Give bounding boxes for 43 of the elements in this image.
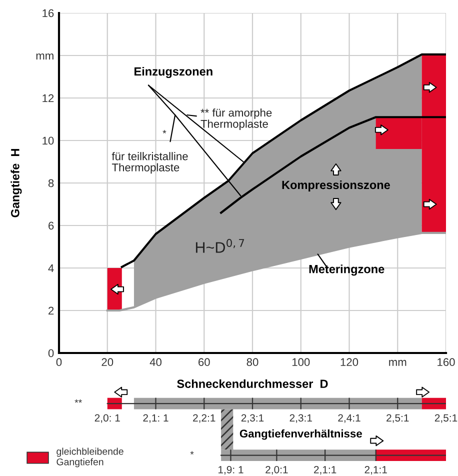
x-tick-label: 160 xyxy=(438,358,455,366)
text: 2,3:1 xyxy=(290,414,312,423)
x-axis-title: Schneckendurchmesser D xyxy=(177,379,328,388)
y-tick-label: 4 xyxy=(48,264,54,272)
text: 2,3:1 xyxy=(241,414,264,423)
text: Gangtiefenverhältnisse xyxy=(240,429,362,440)
annotation: Kompressionszone xyxy=(282,180,390,192)
text: 2,0: 1 xyxy=(94,414,120,423)
y-tick-label: 12 xyxy=(42,94,54,102)
x-tick-label: 20 xyxy=(102,358,114,366)
y-tick-label: 10 xyxy=(42,136,54,145)
y-tick-label: mm xyxy=(36,54,54,60)
text: 2,5:1 xyxy=(434,414,458,423)
y-tick-label: 6 xyxy=(48,222,54,230)
annotation: Meteringzone xyxy=(309,264,384,276)
annotation: H~D$^{0,7}$ xyxy=(196,238,244,253)
text: 2,0:1 xyxy=(266,466,288,475)
text: 2,1:1 xyxy=(364,466,387,475)
y-tick-label: 2 xyxy=(48,306,54,315)
text: * xyxy=(190,451,194,455)
x-tick-label: 40 xyxy=(150,358,162,366)
text: ** xyxy=(74,399,82,403)
text: 1,9: 1 xyxy=(218,466,244,475)
text: 2,4:1 xyxy=(338,414,360,423)
y-tick-label: 8 xyxy=(48,179,54,188)
annotation: Einzugszonen xyxy=(134,66,212,78)
text: 2,1: 1 xyxy=(143,414,168,423)
annotation: für teilkristalline Thermoplaste xyxy=(112,152,188,174)
x-tick-label: mm xyxy=(389,360,406,366)
x-tick-label: 0 xyxy=(56,358,62,366)
x-tick-label: 120 xyxy=(340,358,358,366)
y-tick-label: 0 xyxy=(48,349,54,358)
legend-label: gleichbleibende Gangtiefen xyxy=(56,448,124,468)
annotation: * xyxy=(162,130,166,134)
y-axis-title: Gangtiefe H xyxy=(10,149,22,218)
text: 2,2:1 xyxy=(193,414,216,423)
x-tick-label: 60 xyxy=(198,358,210,366)
annotation: ** für amorphe Thermoplaste xyxy=(200,108,272,130)
y-tick-label: 16 xyxy=(42,9,54,18)
text: 2,5:1 xyxy=(386,414,409,423)
x-tick-label: 100 xyxy=(292,358,310,366)
x-tick-label: 80 xyxy=(246,358,258,366)
text: 2,1:1 xyxy=(314,466,336,475)
